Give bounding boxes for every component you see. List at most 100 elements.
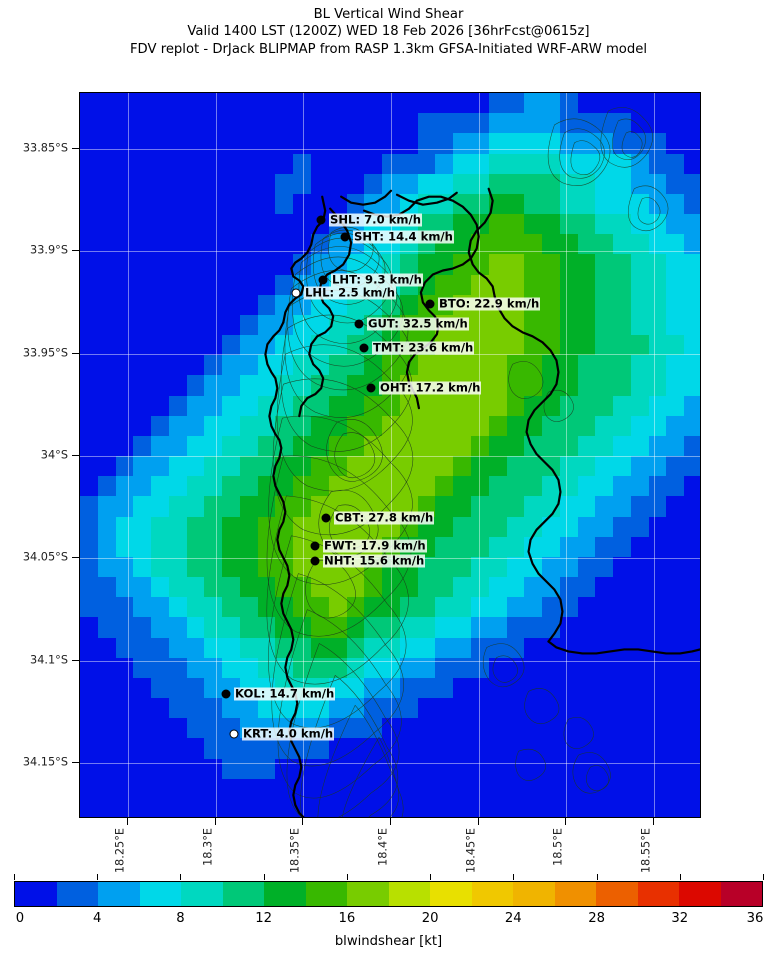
heatmap-cell — [204, 577, 223, 598]
y-tick-mark — [72, 557, 79, 559]
heatmap-cell — [506, 617, 525, 639]
heatmap-cell — [204, 415, 223, 437]
heatmap-cell — [186, 193, 205, 215]
heatmap-cell — [577, 617, 596, 639]
heatmap-cell — [559, 335, 579, 356]
heatmap-cell — [506, 113, 525, 134]
heatmap-cell — [577, 153, 596, 175]
heatmap-cell — [186, 113, 205, 134]
station-marker-cbt[interactable] — [321, 513, 331, 523]
heatmap-cell — [346, 617, 365, 639]
heatmap-cell — [435, 456, 454, 477]
heatmap-cell — [151, 113, 170, 134]
colorbar-tick-label: 24 — [504, 911, 522, 926]
graticule-line-vertical — [654, 93, 655, 817]
heatmap-cell — [346, 113, 365, 134]
heatmap-cell — [204, 193, 223, 215]
heatmap-cell — [97, 556, 117, 578]
heatmap-cell — [577, 274, 596, 296]
heatmap-cell — [470, 355, 490, 376]
heatmap-cell — [648, 758, 668, 780]
heatmap-cell — [524, 758, 543, 780]
x-tick-mark — [127, 818, 128, 825]
heatmap-cell — [542, 496, 561, 518]
heatmap-cell — [488, 738, 508, 760]
heatmap-cell — [239, 153, 259, 175]
station-marker-gut[interactable] — [354, 319, 364, 329]
heatmap-cell — [435, 435, 454, 457]
station-marker-bto[interactable] — [425, 299, 435, 309]
heatmap-cell — [524, 153, 543, 175]
heatmap-cell — [151, 577, 170, 598]
heatmap-cell — [542, 435, 561, 457]
heatmap-cell — [115, 496, 134, 518]
heatmap-cell — [613, 476, 632, 497]
heatmap-cell — [613, 375, 632, 397]
station-marker-shl[interactable] — [316, 215, 326, 225]
heatmap-cell — [115, 718, 134, 739]
heatmap-cell — [613, 113, 632, 134]
heatmap-cell — [204, 637, 223, 659]
heatmap-cell — [186, 556, 205, 578]
heatmap-cell — [506, 698, 525, 719]
heatmap-cell — [239, 254, 259, 276]
station-marker-lht[interactable] — [318, 275, 328, 285]
heatmap-cell — [666, 234, 685, 255]
heatmap-cell — [346, 456, 365, 477]
heatmap-cell — [488, 577, 508, 598]
heatmap-cell — [364, 677, 383, 699]
heatmap-cell — [97, 778, 117, 800]
station-marker-nht[interactable] — [310, 556, 320, 566]
heatmap-cell — [506, 758, 525, 780]
heatmap-cell — [470, 718, 490, 739]
station-marker-tmt[interactable] — [359, 343, 369, 353]
heatmap-cell — [524, 274, 543, 296]
heatmap-cell — [239, 93, 259, 114]
heatmap-cell — [133, 193, 152, 215]
heatmap-cell — [151, 133, 170, 155]
heatmap-cell — [559, 496, 579, 518]
heatmap-cell — [630, 173, 650, 195]
station-marker-krt[interactable] — [229, 729, 239, 739]
heatmap-cell — [684, 274, 700, 296]
map-plot-area[interactable]: SHL: 7.0 km/h SHT: 14.4 km/h LHT: 9.3 km/h… — [79, 92, 701, 818]
heatmap-cell — [151, 758, 170, 780]
heatmap-cell — [168, 415, 188, 437]
heatmap-cell — [542, 214, 561, 235]
heatmap-cell — [684, 496, 700, 518]
x-tick-label: 18.4°E — [376, 828, 390, 866]
station-marker-oht[interactable] — [366, 383, 376, 393]
heatmap-cell — [186, 133, 205, 155]
heatmap-cell — [542, 395, 561, 417]
heatmap-cell — [80, 456, 99, 477]
heatmap-cell — [613, 758, 632, 780]
heatmap-cell — [133, 314, 152, 336]
station-marker-fwt[interactable] — [310, 541, 320, 551]
heatmap-cell — [630, 274, 650, 296]
heatmap-cell — [97, 173, 117, 195]
colorbar[interactable] — [14, 881, 763, 907]
heatmap-cell — [115, 415, 134, 437]
heatmap-cell — [488, 718, 508, 739]
heatmap-cell — [311, 738, 330, 760]
heatmap-cell — [204, 657, 223, 679]
station-marker-lhl[interactable] — [291, 288, 301, 298]
heatmap-cell — [666, 355, 685, 376]
heatmap-cell — [506, 516, 525, 538]
heatmap-cell — [311, 133, 330, 155]
heatmap-cell — [666, 738, 685, 760]
station-marker-kol[interactable] — [221, 689, 231, 699]
heatmap-cell — [275, 617, 294, 639]
heatmap-cell — [97, 597, 117, 618]
heatmap-cell — [435, 677, 454, 699]
heatmap-cell — [204, 536, 223, 558]
heatmap-cell — [453, 133, 472, 155]
colorbar-tick-label: 36 — [746, 911, 764, 926]
heatmap-cell — [630, 93, 650, 114]
heatmap-cell — [239, 294, 259, 316]
heatmap-cell — [204, 476, 223, 497]
heatmap-cell — [222, 113, 241, 134]
station-marker-sht[interactable] — [340, 232, 350, 242]
heatmap-cell — [453, 597, 472, 618]
heatmap-cell — [577, 335, 596, 356]
